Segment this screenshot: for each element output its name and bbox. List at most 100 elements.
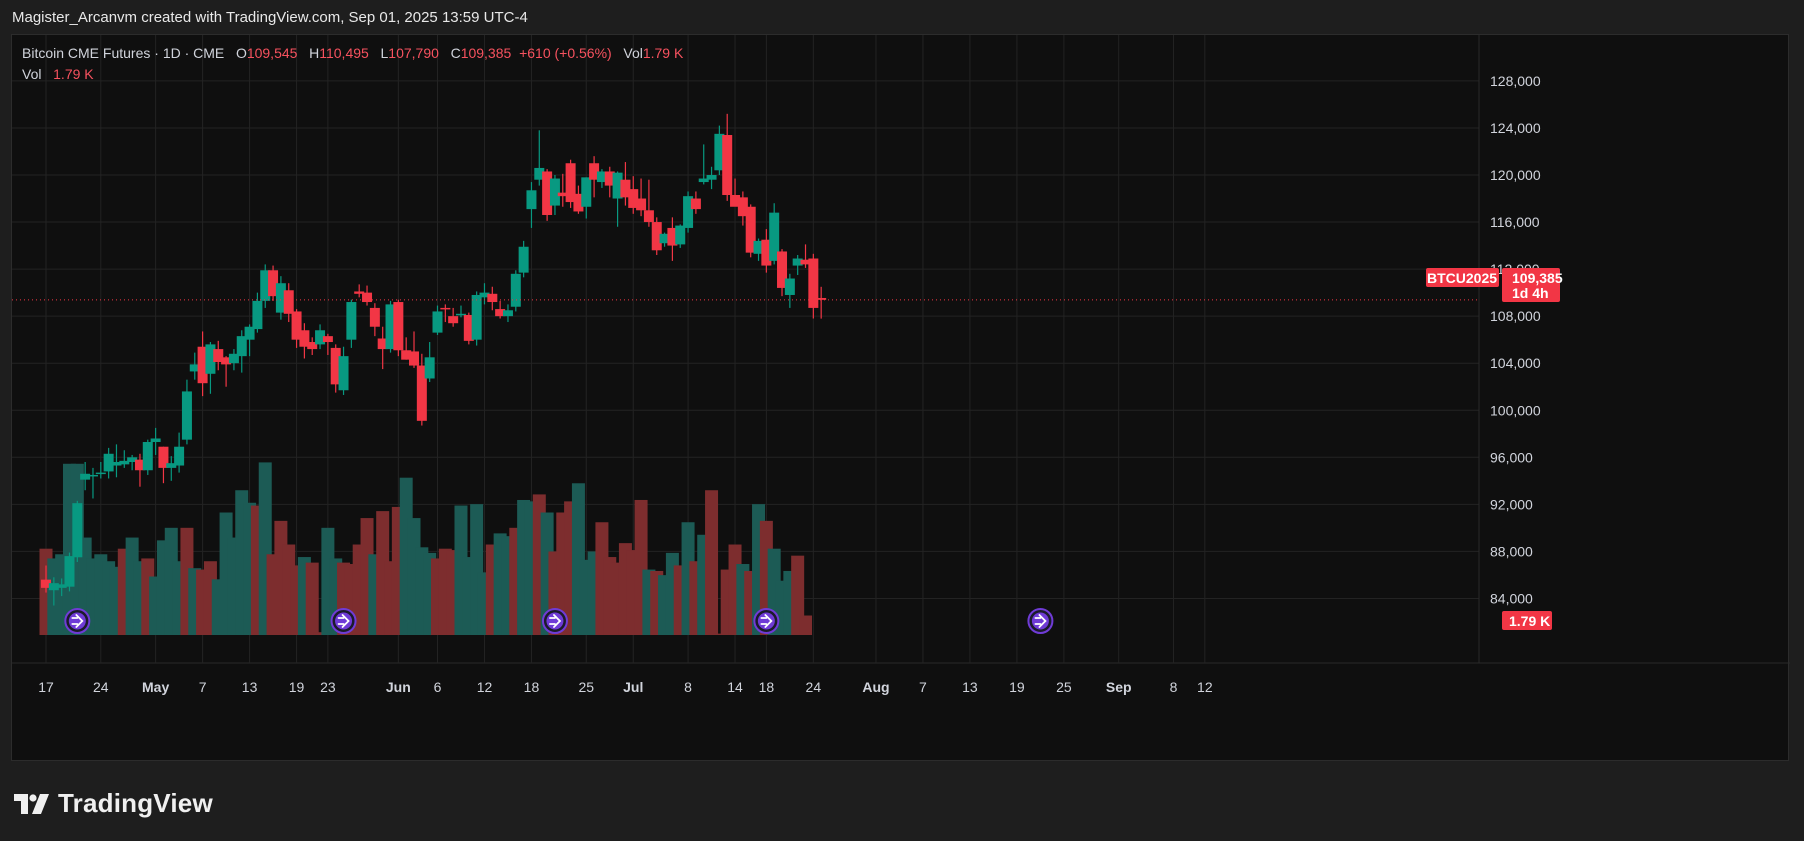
candle	[667, 217, 678, 261]
price-chart[interactable]: 84,000 88,000 92,000 96,000 100,000 104,000 10…	[12, 35, 1790, 762]
candle-body	[197, 346, 208, 384]
candle	[409, 331, 420, 368]
candle	[56, 578, 67, 597]
candle	[127, 454, 138, 471]
candle-body	[487, 293, 498, 303]
dividend-event-icon[interactable]	[1027, 608, 1054, 634]
candle-body	[80, 473, 91, 480]
candle	[761, 229, 772, 273]
dividend-event-icon[interactable]	[541, 608, 568, 634]
candle	[291, 309, 302, 348]
candle-body	[142, 442, 153, 471]
candle-body	[393, 302, 404, 351]
event-marker-fill	[68, 612, 86, 630]
candle-body	[761, 239, 772, 266]
last-price-tag: 109,385	[1512, 270, 1563, 286]
time-axis-label: 18	[524, 679, 540, 695]
candle-body	[659, 233, 670, 244]
vol-label: Vol	[623, 45, 643, 61]
candle	[471, 291, 482, 346]
arrow-right-icon	[549, 614, 562, 628]
candle-body	[260, 270, 271, 301]
volume-bar	[712, 633, 726, 635]
candle	[643, 179, 654, 227]
candle	[393, 299, 404, 357]
time-axis-label: 13	[962, 679, 978, 695]
candle	[346, 299, 357, 348]
candle	[440, 304, 451, 323]
dividend-event-icon[interactable]	[753, 608, 780, 634]
volume-indicator-label[interactable]: Vol	[22, 66, 42, 82]
volume-indicator-value: 1.79 K	[53, 66, 94, 82]
candle	[48, 577, 59, 606]
candle	[330, 344, 341, 393]
time-axis-label: 8	[1170, 679, 1178, 695]
time-axis-label: Jun	[386, 679, 411, 695]
candle-body	[808, 258, 819, 308]
time-axis-label: 8	[684, 679, 692, 695]
volume-bar	[705, 490, 719, 635]
candle	[362, 285, 373, 306]
volume-tag: 1.79 K	[1509, 613, 1550, 629]
tradingview-logo[interactable]: TradingView	[14, 788, 213, 819]
low-value: 107,790	[388, 45, 439, 61]
candle	[628, 176, 639, 214]
time-axis-label: 19	[1009, 679, 1025, 695]
candle-body	[698, 178, 709, 183]
candle-body	[322, 336, 333, 343]
candle-body	[205, 344, 216, 374]
candle-body	[690, 198, 701, 210]
candle	[228, 349, 239, 371]
candle-body	[330, 347, 341, 385]
candle-body	[111, 462, 122, 466]
time-axis-label: 24	[93, 679, 109, 695]
candle	[189, 352, 200, 380]
time-axis-label: 14	[727, 679, 743, 695]
candle	[72, 500, 83, 562]
candle	[675, 224, 686, 248]
price-axis-label: 84,000	[1490, 590, 1533, 606]
candle-body	[41, 579, 51, 588]
volume-bar	[791, 555, 805, 635]
candle	[221, 356, 232, 387]
candle-body	[502, 310, 513, 317]
dividend-event-icon[interactable]	[330, 608, 357, 634]
candle-body	[119, 460, 130, 465]
candle-body	[643, 210, 654, 223]
candle-body	[549, 178, 560, 206]
candle-body	[236, 336, 247, 357]
close-value: 109,385	[460, 45, 512, 61]
ohlc-legend: Bitcoin CME Futures · 1D · CME O109,545 …	[22, 45, 683, 61]
candle-body	[56, 584, 67, 588]
candle	[174, 432, 185, 473]
dividend-event-icon[interactable]	[64, 608, 91, 634]
candle-body	[565, 163, 576, 203]
candle-body	[800, 259, 811, 265]
candle	[213, 340, 224, 371]
last-price-tag-bg	[1502, 268, 1560, 302]
candle-body	[64, 556, 75, 587]
time-axis-label: 12	[477, 679, 493, 695]
candle	[197, 331, 208, 397]
candle	[401, 337, 412, 360]
chart-area[interactable]: 84,000 88,000 92,000 96,000 100,000 104,000 10…	[11, 34, 1790, 762]
candle	[111, 444, 122, 478]
time-axis-label: Aug	[862, 679, 889, 695]
candle	[542, 169, 553, 221]
arrow-right-icon	[1034, 614, 1047, 628]
candle-body	[557, 192, 568, 197]
candle	[534, 130, 545, 186]
candle-body	[166, 463, 177, 468]
volume-bar	[305, 562, 319, 635]
candle-body	[792, 258, 803, 266]
candle	[620, 162, 631, 206]
candle	[354, 284, 365, 298]
candle-body	[221, 357, 232, 365]
symbol-name[interactable]: Bitcoin CME Futures · 1D · CME	[22, 45, 225, 61]
candle	[683, 191, 694, 233]
candle-body	[283, 290, 294, 314]
event-marker-fill	[757, 612, 775, 630]
candle-body	[181, 391, 192, 440]
candle-body	[95, 472, 106, 475]
candle-body	[753, 240, 764, 254]
